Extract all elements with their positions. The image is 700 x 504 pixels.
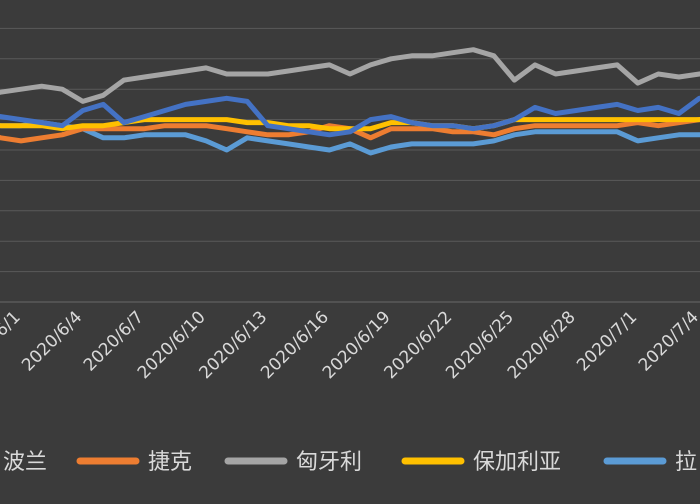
legend-label: 拉: [675, 450, 697, 475]
series-lines: [0, 47, 700, 156]
series-line-2: [0, 47, 700, 104]
series-line-3: [0, 116, 700, 132]
series-line-0: [0, 95, 700, 138]
legend-label: 捷克: [148, 450, 192, 475]
legend: 波兰 捷克 匈牙利 保加利亚 拉: [3, 450, 697, 475]
legend-label: 匈牙利: [296, 450, 362, 475]
legend-label: 波兰: [3, 450, 47, 475]
legend-label: 保加利亚: [473, 450, 561, 475]
series-line-4: [0, 120, 700, 156]
